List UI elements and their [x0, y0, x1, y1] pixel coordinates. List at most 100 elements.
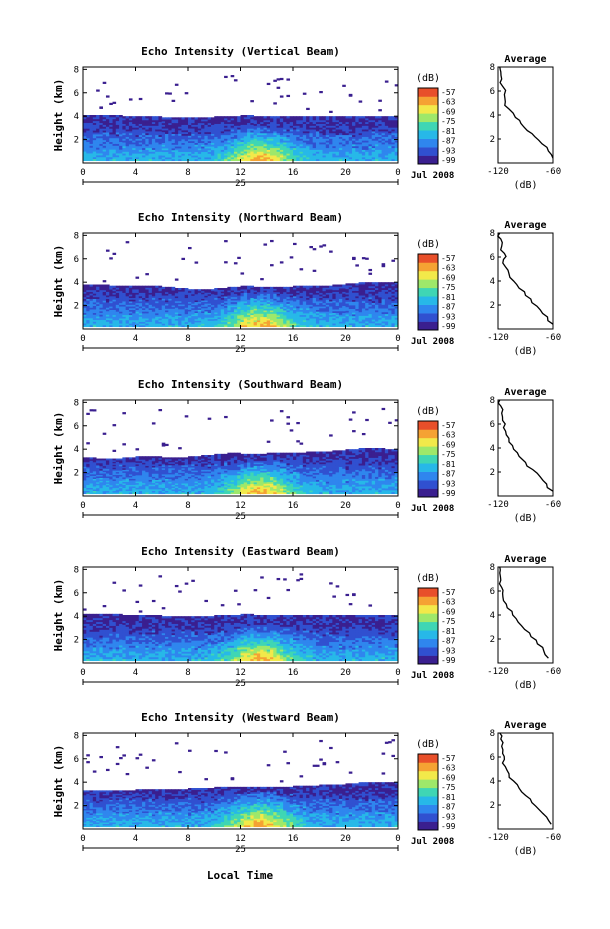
heatmap-cell — [227, 306, 232, 309]
heatmap-cell — [256, 131, 261, 134]
heatmap-cell — [322, 140, 327, 143]
heatmap-cell — [266, 286, 271, 289]
heatmap-cell — [312, 151, 317, 154]
heatmap-noise — [286, 94, 291, 98]
heatmap-cell — [128, 140, 133, 143]
heatmap-cell — [270, 316, 274, 319]
heatmap-cell — [174, 149, 179, 153]
heatmap-cell — [86, 312, 90, 315]
heatmap-cell — [361, 116, 366, 119]
heatmap-cell — [391, 293, 396, 296]
heatmap-cell — [184, 291, 189, 294]
heatmap-cell — [247, 158, 251, 162]
heatmap-cell — [155, 316, 159, 319]
heatmap-cell — [119, 306, 123, 309]
heatmap-cell — [309, 140, 314, 143]
heatmap-cell — [375, 121, 379, 124]
heatmap-cell — [299, 131, 304, 134]
heatmap-cell — [260, 291, 264, 294]
heatmap-cell — [371, 149, 376, 152]
heatmap-cell — [155, 118, 159, 121]
heatmap-cell — [102, 303, 107, 306]
heatmap-cell — [247, 149, 251, 152]
heatmap-cell — [358, 158, 363, 162]
heatmap-cell — [299, 151, 304, 154]
heatmap-cell — [263, 290, 268, 293]
heatmap-cell — [174, 300, 179, 303]
heatmap-cell — [181, 155, 186, 158]
heatmap-cell — [96, 154, 100, 158]
heatmap-noise — [378, 99, 382, 102]
heatmap-cell — [92, 135, 97, 139]
heatmap-cell — [263, 151, 268, 154]
heatmap-cell — [96, 147, 100, 150]
colorbar-tick-label: -75 — [441, 117, 456, 126]
heatmap-cell — [289, 291, 294, 294]
heatmap-cell — [96, 145, 100, 148]
heatmap-cell — [338, 156, 343, 160]
heatmap-cell — [194, 320, 199, 323]
heatmap-cell — [191, 300, 195, 303]
heatmap-cell — [230, 156, 235, 160]
heatmap-cell — [309, 304, 314, 307]
heatmap-cell — [132, 292, 136, 295]
heatmap-cell — [92, 463, 97, 466]
heatmap-cell — [148, 289, 153, 292]
heatmap-cell — [188, 122, 192, 125]
heatmap-cell — [283, 291, 287, 294]
heatmap-cell — [178, 318, 182, 321]
heatmap-cell — [243, 301, 248, 304]
heatmap-cell — [365, 142, 369, 145]
heatmap-cell — [184, 124, 189, 127]
heatmap-cell — [394, 132, 399, 136]
heatmap-cell — [96, 130, 100, 133]
heatmap-cell — [381, 322, 386, 326]
heatmap-cell — [99, 130, 104, 133]
heatmap-cell — [181, 140, 186, 143]
heatmap-cell — [263, 134, 268, 137]
heatmap-cell — [365, 324, 369, 328]
heatmap-cell — [214, 313, 218, 316]
heatmap-cell — [240, 115, 245, 118]
heatmap-cell — [178, 307, 182, 310]
heatmap-cell — [348, 301, 353, 304]
heatmap-cell — [92, 321, 97, 324]
x-tick-label: 4 — [133, 168, 138, 178]
heatmap-cell — [371, 293, 376, 296]
heatmap-cell — [394, 313, 399, 316]
heatmap-cell — [148, 119, 153, 123]
heatmap-cell — [128, 155, 133, 158]
heatmap-cell — [286, 315, 291, 318]
heatmap-cell — [358, 309, 363, 313]
heatmap-cell — [253, 151, 258, 154]
heatmap-cell — [174, 305, 179, 308]
heatmap-cell — [315, 324, 320, 328]
heatmap-cell — [86, 490, 90, 493]
heatmap-cell — [253, 143, 258, 147]
heatmap-cell — [243, 128, 248, 131]
heatmap-cell — [299, 294, 304, 297]
heatmap-cell — [224, 320, 228, 323]
heatmap-cell — [345, 118, 350, 121]
heatmap-cell — [128, 323, 133, 326]
heatmap-cell — [201, 148, 205, 151]
heatmap-cell — [158, 297, 163, 300]
heatmap-cell — [191, 146, 195, 149]
heatmap-cell — [86, 307, 90, 310]
heatmap-cell — [240, 128, 245, 131]
heatmap-cell — [368, 295, 373, 298]
heatmap-cell — [92, 115, 97, 118]
heatmap-cell — [161, 151, 166, 154]
heatmap-cell — [335, 303, 340, 306]
heatmap-cell — [355, 145, 360, 149]
heatmap-cell — [197, 300, 202, 303]
heatmap-cell — [338, 319, 343, 322]
heatmap-cell — [132, 145, 136, 149]
heatmap-cell — [188, 153, 192, 156]
heatmap-cell — [135, 307, 140, 310]
heatmap-cell — [178, 313, 182, 316]
heatmap-cell — [230, 301, 235, 304]
heatmap-cell — [388, 293, 392, 296]
heatmap-cell — [204, 151, 209, 154]
heatmap-cell — [96, 310, 100, 314]
